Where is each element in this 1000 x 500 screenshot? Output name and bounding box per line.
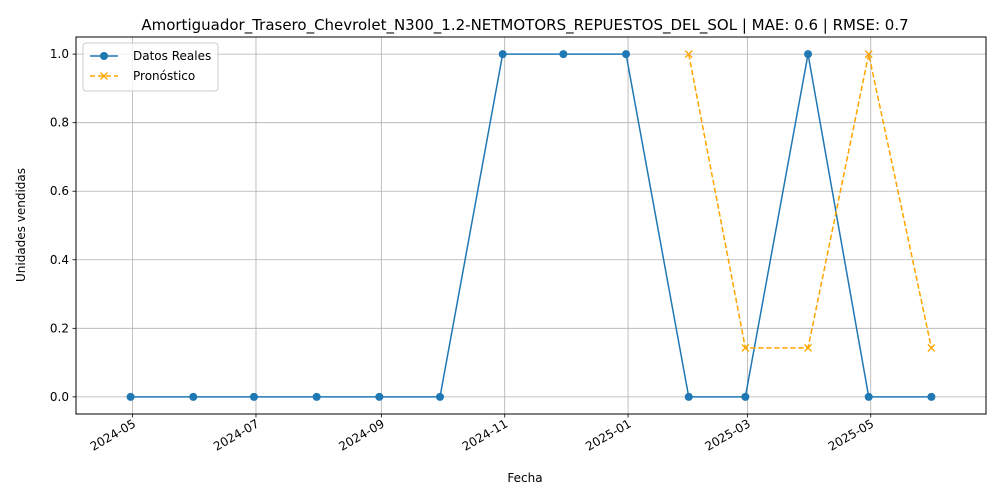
y-tick-label: 0.8 <box>50 116 69 130</box>
data-point-datos-reales <box>375 392 384 401</box>
data-point-datos-reales <box>559 50 568 59</box>
y-axis-label: Unidades vendidas <box>14 168 28 282</box>
plot-frame <box>75 36 987 415</box>
data-point-datos-reales <box>741 392 750 401</box>
data-point-datos-reales <box>498 50 507 59</box>
data-point-pronostico <box>684 50 693 59</box>
y-tick-label: 0.6 <box>50 184 69 198</box>
data-point-datos-reales <box>436 392 444 401</box>
legend-box <box>82 42 219 92</box>
data-point-datos-reales <box>684 392 693 401</box>
y-tick-label: 1.0 <box>50 47 69 61</box>
data-point-pronostico <box>804 343 813 352</box>
chart-title: Amortiguador_Trasero_Chevrolet_N300_1.2-… <box>141 16 908 35</box>
data-point-pronostico <box>864 50 873 59</box>
data-point-pronostico <box>927 343 936 352</box>
y-tick-label: 0.2 <box>50 321 69 335</box>
series-layer <box>126 50 936 401</box>
y-tick-label: 0.0 <box>50 390 69 404</box>
data-point-datos-reales <box>312 392 321 401</box>
data-point-datos-reales <box>864 392 873 401</box>
data-point-datos-reales <box>804 50 813 59</box>
legend-marker-datos-reales <box>100 52 108 60</box>
data-point-datos-reales <box>927 392 936 401</box>
data-point-datos-reales <box>126 392 135 401</box>
legend-label-pronostico: Pronóstico <box>133 69 195 83</box>
series-line-datos-reales <box>130 53 932 398</box>
legend-label-datos-reales: Datos Reales <box>133 49 211 63</box>
legend-marker-pronostico <box>100 72 108 80</box>
y-tick-label: 0.4 <box>50 253 69 267</box>
data-point-datos-reales <box>622 50 631 59</box>
data-point-datos-reales <box>249 392 258 401</box>
legend: Datos Reales Pronóstico <box>82 42 219 92</box>
plot-area <box>76 37 986 414</box>
grid-lines <box>76 37 986 414</box>
x-axis-label: Fecha <box>507 471 542 485</box>
data-point-pronostico <box>741 343 750 352</box>
data-point-datos-reales <box>189 392 198 401</box>
